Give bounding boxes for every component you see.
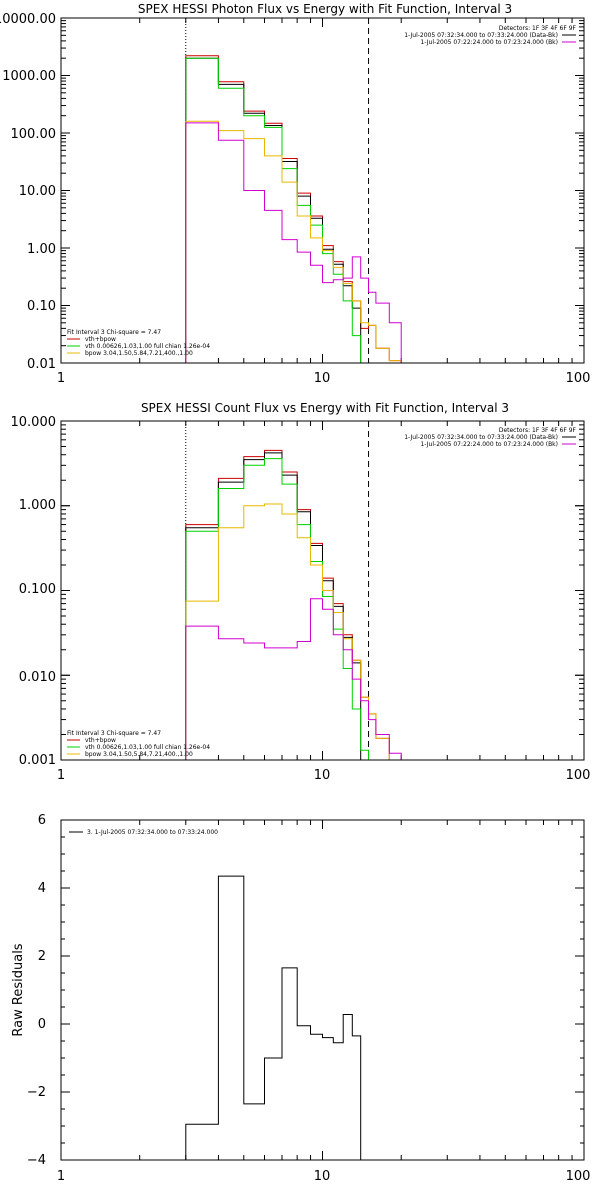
legend-fit-header: Fit Interval 3 Chi-square = 7.47: [67, 730, 161, 737]
y-tick-label: 0.100: [19, 582, 56, 597]
y-tick-label: 0.010: [19, 670, 56, 685]
legend-entry-data: 1-Jul-2005 07:32:34.000 to 07:33:24.000 …: [404, 32, 558, 39]
x-tick-label: 10: [314, 1169, 331, 1184]
x-tick-label: 100: [566, 1169, 591, 1184]
y-tick-label: 100.00: [11, 127, 57, 142]
count-flux-plot-frame: [60, 420, 585, 761]
series-line-data: [185, 452, 362, 760]
series-line-bpow: [185, 120, 402, 363]
series-line-vth: [185, 458, 402, 761]
legend-entry-bpow: bpow 3.04,1.50,5.84,7.21,400.,1.00: [85, 350, 193, 357]
y-tick-label: 0.001: [19, 753, 56, 768]
residuals-legend: 3. 1-Jul-2005 07:32:34.000 to 07:33:24.0…: [87, 829, 218, 836]
x-tick-label: 1: [57, 371, 65, 386]
axis-ticks: [60, 17, 585, 364]
axis-ticks: [60, 819, 585, 1161]
legend-detectors: Detectors: 1F 3F 4F 6F 9F: [499, 25, 577, 32]
series-line-bk: [185, 598, 402, 760]
x-tick-label: 10: [314, 768, 331, 783]
y-tick-label: 6: [38, 813, 46, 828]
series-line-bk: [185, 122, 402, 363]
legend-detectors: Detectors: 1F 3F 4F 6F 9F: [499, 427, 577, 434]
y-tick-label: 1.00: [27, 242, 56, 257]
count-flux-panel: SPEX HESSI Count Flux vs Energy with Fit…: [11, 401, 591, 783]
series-line-vth: [185, 57, 402, 364]
legend-entry-data: 1-Jul-2005 07:32:34.000 to 07:33:24.000 …: [404, 434, 558, 441]
x-tick-label: 100: [566, 768, 591, 783]
y-tick-label: 10.00: [19, 184, 56, 199]
photon-flux-marks: [60, 17, 585, 364]
count-legend-left: Fit Interval 3 Chi-square = 7.47 vth+bpo…: [67, 730, 210, 758]
y-tick-label: 4: [38, 881, 46, 896]
count-flux-marks: [60, 420, 585, 761]
residuals-panel: Raw Residuals 6 4 2 0 −2 −4 1 10 100 3. …: [11, 813, 590, 1184]
legend-entry-vth: vth 0.00626,1.03,1.00 full chian 1.26e-0…: [85, 343, 210, 350]
legend-entry-bk: 1-Jul-2005 07:22:24.000 to 07:23:24.000 …: [420, 39, 558, 46]
y-tick-label: 1.000: [19, 498, 56, 513]
y-tick-label: 1000.00: [2, 69, 56, 84]
photon-legend-right: Detectors: 1F 3F 4F 6F 9F 1-Jul-2005 07:…: [404, 25, 576, 46]
x-tick-label: 1: [57, 1169, 65, 1184]
legend-fit-header: Fit Interval 3 Chi-square = 7.47: [67, 329, 161, 336]
count-legend-right: Detectors: 1F 3F 4F 6F 9F 1-Jul-2005 07:…: [404, 427, 576, 448]
y-tick-label: 10000.00: [0, 12, 56, 27]
legend-entry-bk: 1-Jul-2005 07:22:24.000 to 07:23:24.000 …: [420, 441, 558, 448]
count-flux-title: SPEX HESSI Count Flux vs Energy with Fit…: [141, 401, 509, 415]
y-tick-label: 0.01: [27, 357, 56, 372]
photon-flux-panel: SPEX HESSI Photon Flux vs Energy with Fi…: [0, 2, 590, 386]
photon-legend-left: Fit Interval 3 Chi-square = 7.47 vth+bpo…: [67, 329, 210, 357]
series-line-data: [185, 57, 362, 363]
y-tick-label: 10.000: [11, 415, 57, 430]
series-line-3-1-jul-2005-07-32-34-000-to-07-33-24-000: [185, 875, 362, 1160]
residuals-plot-frame: [60, 819, 585, 1161]
y-tick-label: 2: [38, 949, 46, 964]
photon-flux-plot-frame: [60, 17, 585, 364]
residuals-marks: [60, 819, 585, 1161]
photon-flux-title: SPEX HESSI Photon Flux vs Energy with Fi…: [138, 2, 512, 16]
x-tick-label: 10: [314, 371, 331, 386]
y-tick-label: −2: [27, 1085, 46, 1100]
legend-entry-vth: vth 0.00626,1.03,1.00 full chian 1.26e-0…: [85, 744, 210, 751]
x-tick-label: 100: [566, 371, 591, 386]
axis-ticks: [60, 420, 585, 761]
x-tick-label: 1: [57, 768, 65, 783]
y-tick-label: 0: [38, 1017, 46, 1032]
y-tick-label: −4: [27, 1153, 46, 1168]
y-tick-label: 0.10: [27, 299, 56, 314]
legend-entry-total: vth+bpow: [85, 737, 116, 744]
legend-entry-bpow: bpow 3.04,1.50,5.84,7.21,400.,1.00: [85, 751, 193, 758]
legend-entry-total: vth+bpow: [85, 336, 116, 343]
residuals-y-axis-label: Raw Residuals: [11, 943, 26, 1036]
